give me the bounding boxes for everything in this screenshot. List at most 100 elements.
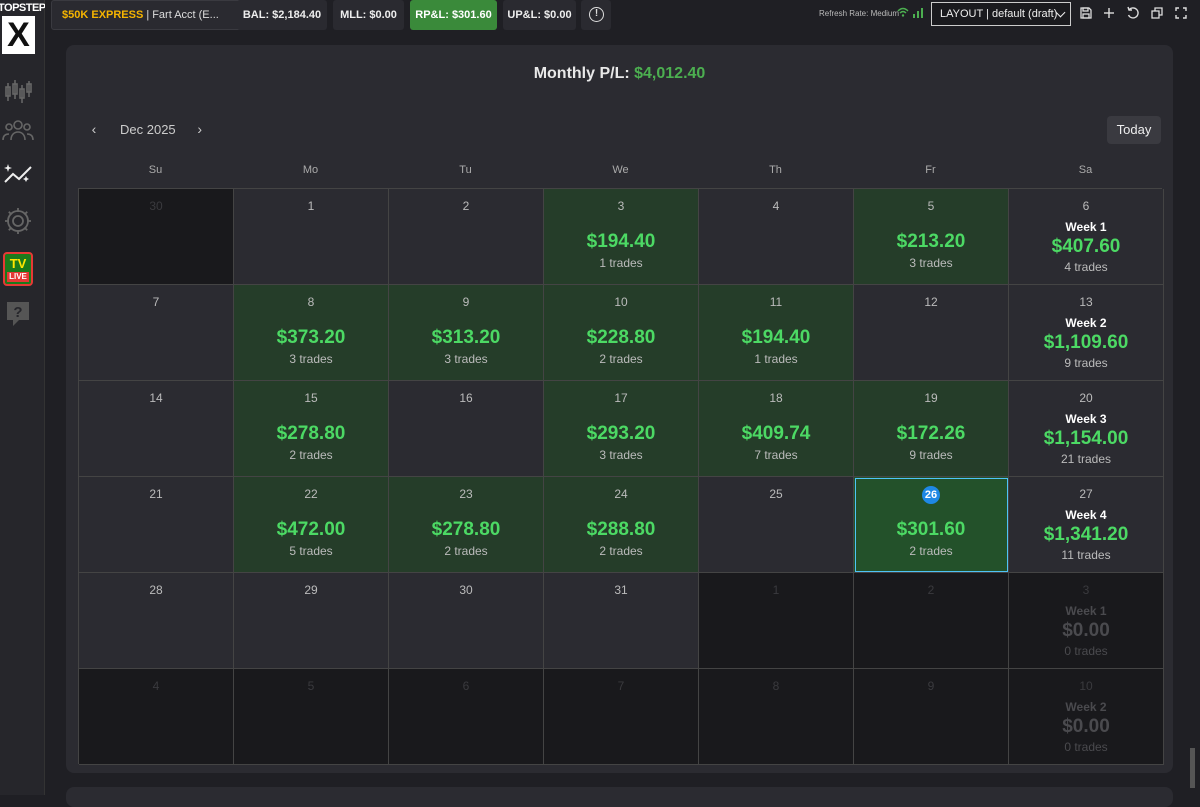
day-cell[interactable]: 16 (389, 381, 544, 477)
day-pnl: $472.00 (276, 519, 346, 540)
day-cell[interactable]: 29 (234, 573, 389, 669)
day-cell[interactable]: 21 (79, 477, 234, 573)
day-number: 1 (772, 583, 780, 597)
scrollbar-track[interactable] (1188, 45, 1196, 735)
week-summary-cell[interactable]: 10 Week 2 $0.00 0 trades (1009, 669, 1164, 765)
day-cell[interactable]: 30 (389, 573, 544, 669)
day-cell[interactable]: 9 $313.20 3 trades (389, 285, 544, 381)
trade-count: 1 trades (754, 352, 798, 366)
mll-stat[interactable]: MLL: $0.00 (333, 0, 404, 30)
week-summary-cell[interactable]: 6 Week 1 $407.60 4 trades (1009, 189, 1164, 285)
add-icon[interactable] (1102, 6, 1116, 20)
weekday-label: Tu (459, 164, 472, 176)
undo-icon[interactable] (1126, 6, 1140, 20)
day-number: 9 (462, 295, 470, 309)
monthly-pl: Monthly P/L: $4,012.40 (66, 65, 1173, 83)
day-cell[interactable]: 7 (79, 285, 234, 381)
day-cell[interactable]: 14 (79, 381, 234, 477)
week-pnl: $0.00 (1062, 716, 1110, 737)
day-cell[interactable]: 28 (79, 573, 234, 669)
day-number: 7 (152, 295, 160, 309)
day-cell[interactable]: 2 (854, 573, 1009, 669)
day-cell[interactable]: 17 $293.20 3 trades (544, 381, 699, 477)
day-number: 21 (149, 487, 163, 501)
day-pnl: $409.74 (741, 423, 811, 444)
topstep-logo[interactable]: TOPSTEP X (0, 0, 46, 58)
trade-count: 9 trades (909, 448, 953, 462)
day-cell[interactable]: 7 (544, 669, 699, 765)
svg-text:?: ? (13, 304, 22, 321)
monthly-pl-label: Monthly P/L: (533, 65, 630, 82)
week-summary-cell[interactable]: 13 Week 2 $1,109.60 9 trades (1009, 285, 1164, 381)
maximize-icon[interactable] (1174, 6, 1188, 20)
day-cell[interactable]: 8 $373.20 3 trades (234, 285, 389, 381)
day-cell[interactable]: 25 (699, 477, 854, 573)
secondary-panel (66, 787, 1173, 807)
day-cell[interactable]: 30 (79, 189, 234, 285)
day-cell[interactable]: 4 (699, 189, 854, 285)
help-icon[interactable]: ? (2, 298, 34, 330)
day-number: 3 (617, 199, 625, 213)
day-cell[interactable]: 6 (389, 669, 544, 765)
day-cell[interactable]: 3 $194.40 1 trades (544, 189, 699, 285)
balance-stat[interactable]: BAL: $2,184.40 (237, 0, 327, 30)
chevron-right-icon[interactable]: › (197, 121, 202, 137)
day-number: 30 (149, 199, 163, 213)
day-cell[interactable]: 8 (699, 669, 854, 765)
weekday-label: Sa (1078, 164, 1093, 176)
day-cell[interactable]: 18 $409.74 7 trades (699, 381, 854, 477)
day-number: 29 (304, 583, 318, 597)
layout-select[interactable]: LAYOUT | default (draft) (931, 2, 1071, 26)
tv-live-icon[interactable]: TV LIVE (3, 252, 33, 286)
chevron-left-icon[interactable]: ‹ (91, 121, 97, 137)
week-pnl: $407.60 (1051, 236, 1121, 257)
today-button[interactable]: Today (1107, 116, 1161, 144)
trade-count: 2 trades (599, 352, 643, 366)
save-icon[interactable] (1079, 6, 1093, 20)
day-cell[interactable]: 9 (854, 669, 1009, 765)
pl-calendar-panel: Monthly P/L: $4,012.40 ‹ Dec 2025 › Today … (66, 45, 1173, 773)
brand-name: TOPSTEP (0, 2, 46, 14)
gear-icon[interactable] (2, 205, 34, 237)
day-number: 6 (462, 679, 470, 693)
realized-pl-stat[interactable]: RP&L: $301.60 (410, 0, 497, 30)
trade-count: 9 trades (1064, 356, 1108, 370)
day-cell[interactable]: 4 (79, 669, 234, 765)
day-cell[interactable]: 24 $288.80 2 trades (544, 477, 699, 573)
week-summary-cell[interactable]: 27 Week 4 $1,341.20 11 trades (1009, 477, 1164, 573)
week-summary-cell[interactable]: 20 Week 3 $1,154.00 21 trades (1009, 381, 1164, 477)
week-label: Week 3 (1065, 412, 1107, 426)
day-cell[interactable]: 31 (544, 573, 699, 669)
info-button[interactable]: ! (581, 0, 611, 30)
day-cell[interactable]: 12 (854, 285, 1009, 381)
week-summary-cell[interactable]: 3 Week 1 $0.00 0 trades (1009, 573, 1164, 669)
wifi-icon (897, 7, 909, 17)
day-number: 14 (149, 391, 163, 405)
day-cell[interactable]: 1 (234, 189, 389, 285)
day-number: 4 (772, 199, 780, 213)
trade-count: 2 trades (444, 544, 488, 558)
day-cell[interactable]: 26 $301.60 2 trades (854, 477, 1009, 573)
day-cell[interactable]: 23 $278.80 2 trades (389, 477, 544, 573)
week-label: Week 1 (1065, 604, 1107, 618)
analytics-sparkle-icon[interactable] (2, 158, 34, 190)
day-cell[interactable]: 19 $172.26 9 trades (854, 381, 1009, 477)
layout-select-value: LAYOUT | default (draft) (940, 8, 1058, 20)
day-cell[interactable]: 11 $194.40 1 trades (699, 285, 854, 381)
windows-icon[interactable] (1150, 6, 1164, 20)
day-cell[interactable]: 15 $278.80 2 trades (234, 381, 389, 477)
day-cell[interactable]: 5 (234, 669, 389, 765)
today-badge: 26 (922, 486, 940, 504)
week-pnl: $0.00 (1062, 620, 1110, 641)
scrollbar-thumb[interactable] (1190, 748, 1195, 788)
candlestick-chart-icon[interactable] (2, 75, 34, 107)
day-cell[interactable]: 22 $472.00 5 trades (234, 477, 389, 573)
monthly-pl-value: $4,012.40 (634, 65, 706, 82)
weekday-label: Th (769, 164, 782, 176)
users-group-icon[interactable] (2, 114, 34, 146)
day-cell[interactable]: 1 (699, 573, 854, 669)
day-cell[interactable]: 2 (389, 189, 544, 285)
unrealized-pl-stat[interactable]: UP&L: $0.00 (503, 0, 576, 30)
day-cell[interactable]: 5 $213.20 3 trades (854, 189, 1009, 285)
day-cell[interactable]: 10 $228.80 2 trades (544, 285, 699, 381)
